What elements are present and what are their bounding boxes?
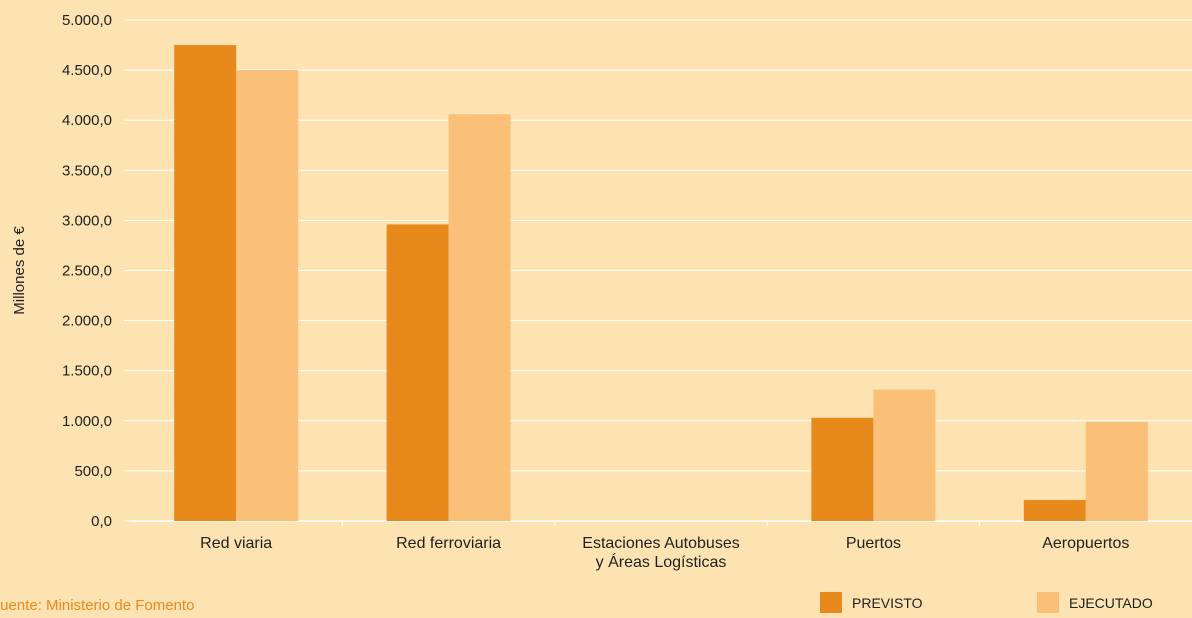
x-tick-label: Aeropuertos — [1042, 535, 1129, 552]
x-tick-label: Puertos — [846, 535, 901, 552]
bar-previsto-1 — [386, 224, 449, 521]
y-tick-label: 1.000,0 — [62, 413, 112, 430]
y-tick-label: 2.500,0 — [62, 263, 112, 280]
source-note: Fuente: Ministerio de Fomento — [0, 597, 194, 613]
x-tick-label: Red viaria — [200, 535, 272, 552]
y-tick-label: 1.500,0 — [62, 363, 112, 380]
x-tick-label: Estaciones Autobuses — [582, 535, 739, 552]
y-tick-label: 3.500,0 — [62, 162, 112, 179]
legend-swatch-previsto — [820, 592, 842, 613]
bar-previsto-0 — [174, 45, 237, 522]
bar-ejecutado-0 — [236, 70, 299, 521]
y-tick-label: 2.000,0 — [62, 313, 112, 330]
y-tick-label: 5.000,0 — [62, 12, 112, 29]
y-tick-label: 4.000,0 — [62, 112, 112, 129]
bar-previsto-3 — [811, 417, 874, 521]
legend-label-previsto: PREVISTO — [852, 595, 923, 611]
legend-label-ejecutado: EJECUTADO — [1069, 595, 1153, 611]
y-tick-label: 3.000,0 — [62, 212, 112, 229]
y-tick-label: 0,0 — [91, 513, 112, 530]
y-axis-label: Millones de € — [11, 226, 28, 315]
legend-swatch-ejecutado — [1037, 592, 1059, 613]
bar-ejecutado-1 — [448, 114, 511, 522]
x-tick-label: y Áreas Logísticas — [596, 552, 727, 571]
bar-previsto-4 — [1023, 499, 1086, 521]
x-tick-label: Red ferroviaria — [396, 535, 501, 552]
y-tick-label: 4.500,0 — [62, 62, 112, 79]
y-tick-label: 500,0 — [74, 463, 112, 480]
bar-ejecutado-3 — [873, 389, 936, 521]
bar-ejecutado-4 — [1085, 421, 1148, 521]
